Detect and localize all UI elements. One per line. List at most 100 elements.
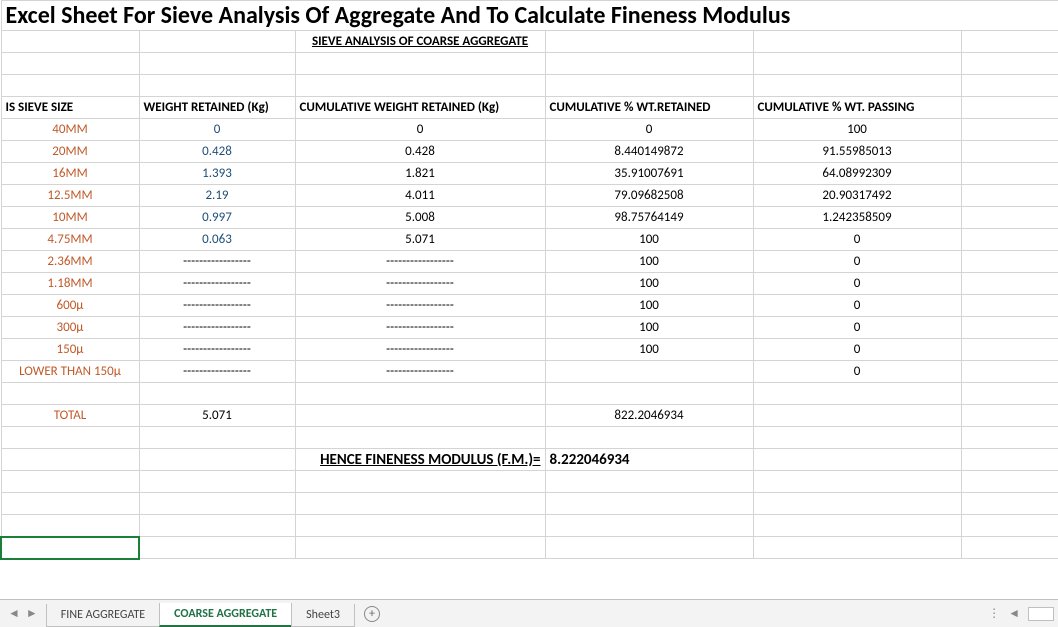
sheet-table: Excel Sheet For Sieve Analysis Of Aggreg…: [0, 0, 1058, 560]
cum-retained-cell[interactable]: 100: [545, 273, 753, 295]
plus-icon: +: [364, 606, 380, 622]
cum-retained-cell[interactable]: 100: [545, 251, 753, 273]
table-row: 4.75MM0.0635.0711000: [1, 229, 1058, 251]
cum-retained-cell[interactable]: 100: [545, 229, 753, 251]
table-row: 10MM0.9975.00898.757641491.242358509: [1, 207, 1058, 229]
table-row: LOWER THAN 150µ-------------------------…: [1, 361, 1058, 383]
cell[interactable]: [1, 493, 139, 515]
tabs-container: FINE AGGREGATECOARSE AGGREGATESheet3: [46, 600, 354, 627]
table-row: 300µ----------------------------------10…: [1, 317, 1058, 339]
weight-retained-cell[interactable]: 0.428: [139, 141, 295, 163]
tab-prev-icon[interactable]: ◄: [8, 606, 20, 621]
weight-retained-cell[interactable]: -----------------: [139, 251, 295, 273]
cell[interactable]: [1, 515, 139, 537]
page-title: Excel Sheet For Sieve Analysis Of Aggreg…: [1, 1, 1058, 31]
total-weight[interactable]: 5.071: [139, 405, 295, 427]
cum-weight-cell[interactable]: 5.008: [295, 207, 545, 229]
sheet-tab[interactable]: Sheet3: [291, 604, 355, 627]
fineness-modulus-value[interactable]: 8.222046934: [545, 449, 753, 471]
sieve-size-cell[interactable]: 600µ: [1, 295, 139, 317]
cell[interactable]: [1, 471, 139, 493]
table-row: 2.36MM----------------------------------…: [1, 251, 1058, 273]
sieve-size-cell[interactable]: 1.18MM: [1, 273, 139, 295]
cum-retained-cell[interactable]: 8.440149872: [545, 141, 753, 163]
cum-weight-cell[interactable]: -----------------: [295, 295, 545, 317]
scroll-dots-icon: ⋮: [988, 606, 1000, 621]
col-header-cumpass: CUMULATIVE % WT. PASSING: [753, 97, 961, 119]
sheet-tab[interactable]: FINE AGGREGATE: [46, 604, 160, 627]
cum-weight-cell[interactable]: 5.071: [295, 229, 545, 251]
cum-weight-cell[interactable]: -----------------: [295, 273, 545, 295]
table-row: 40MM000100: [1, 119, 1058, 141]
cum-weight-cell[interactable]: 4.011: [295, 185, 545, 207]
cum-passing-cell[interactable]: 0: [753, 339, 961, 361]
scroll-left-icon[interactable]: ◄: [1008, 606, 1020, 621]
cum-passing-cell[interactable]: 0: [753, 295, 961, 317]
cum-passing-cell[interactable]: 0: [753, 251, 961, 273]
sieve-size-cell[interactable]: 40MM: [1, 119, 139, 141]
total-cum-retained[interactable]: 822.2046934: [545, 405, 753, 427]
sieve-size-cell[interactable]: LOWER THAN 150µ: [1, 361, 139, 383]
cum-passing-cell[interactable]: 91.55985013: [753, 141, 961, 163]
cum-retained-cell[interactable]: 79.09682508: [545, 185, 753, 207]
cum-passing-cell[interactable]: 100: [753, 119, 961, 141]
col-header-sieve: IS SIEVE SIZE: [1, 97, 139, 119]
cum-retained-cell[interactable]: 100: [545, 339, 753, 361]
sieve-size-cell[interactable]: 16MM: [1, 163, 139, 185]
fineness-modulus-label: HENCE FINENESS MODULUS (F.M.)=: [295, 449, 545, 471]
sieve-size-cell[interactable]: 12.5MM: [1, 185, 139, 207]
weight-retained-cell[interactable]: 0.063: [139, 229, 295, 251]
scroll-track[interactable]: [1028, 607, 1054, 621]
cum-retained-cell[interactable]: 0: [545, 119, 753, 141]
weight-retained-cell[interactable]: -----------------: [139, 295, 295, 317]
cum-retained-cell[interactable]: 100: [545, 317, 753, 339]
cum-weight-cell[interactable]: 0: [295, 119, 545, 141]
sieve-size-cell[interactable]: 2.36MM: [1, 251, 139, 273]
sieve-size-cell[interactable]: 20MM: [1, 141, 139, 163]
table-row: 600µ----------------------------------10…: [1, 295, 1058, 317]
cum-weight-cell[interactable]: 1.821: [295, 163, 545, 185]
cum-passing-cell[interactable]: 64.08992309: [753, 163, 961, 185]
cum-weight-cell[interactable]: -----------------: [295, 361, 545, 383]
col-header-weight: WEIGHT RETAINED (Kg): [139, 97, 295, 119]
weight-retained-cell[interactable]: 0: [139, 119, 295, 141]
tab-next-icon[interactable]: ►: [26, 606, 38, 621]
sheet-tab[interactable]: COARSE AGGREGATE: [159, 603, 292, 627]
cum-passing-cell[interactable]: 0: [753, 361, 961, 383]
sieve-size-cell[interactable]: 300µ: [1, 317, 139, 339]
weight-retained-cell[interactable]: -----------------: [139, 339, 295, 361]
weight-retained-cell[interactable]: -----------------: [139, 273, 295, 295]
cum-weight-cell[interactable]: -----------------: [295, 339, 545, 361]
cum-passing-cell[interactable]: 0: [753, 273, 961, 295]
table-row: 16MM1.3931.82135.9100769164.08992309: [1, 163, 1058, 185]
weight-retained-cell[interactable]: -----------------: [139, 317, 295, 339]
cell[interactable]: [1, 537, 139, 559]
sieve-size-cell[interactable]: 150µ: [1, 339, 139, 361]
cum-weight-cell[interactable]: 0.428: [295, 141, 545, 163]
table-row: 20MM0.4280.4288.44014987291.55985013: [1, 141, 1058, 163]
spreadsheet-grid[interactable]: Excel Sheet For Sieve Analysis Of Aggreg…: [0, 0, 1058, 599]
sheet-tab-strip: ◄ ► FINE AGGREGATECOARSE AGGREGATESheet3…: [0, 599, 1058, 627]
cum-retained-cell[interactable]: [545, 361, 753, 383]
sieve-size-cell[interactable]: 10MM: [1, 207, 139, 229]
cum-retained-cell[interactable]: 98.75764149: [545, 207, 753, 229]
title-text: Excel Sheet For Sieve Analysis Of Aggreg…: [6, 1, 791, 30]
cum-weight-cell[interactable]: -----------------: [295, 251, 545, 273]
sieve-size-cell[interactable]: 4.75MM: [1, 229, 139, 251]
cum-retained-cell[interactable]: 100: [545, 295, 753, 317]
horizontal-scroll: ⋮ ◄: [988, 600, 1054, 627]
total-label: TOTAL: [1, 405, 139, 427]
cum-passing-cell[interactable]: 0: [753, 317, 961, 339]
weight-retained-cell[interactable]: -----------------: [139, 361, 295, 383]
tab-nav: ◄ ►: [0, 600, 46, 627]
weight-retained-cell[interactable]: 2.19: [139, 185, 295, 207]
table-row: 1.18MM----------------------------------…: [1, 273, 1058, 295]
weight-retained-cell[interactable]: 1.393: [139, 163, 295, 185]
weight-retained-cell[interactable]: 0.997: [139, 207, 295, 229]
add-sheet-button[interactable]: +: [354, 600, 390, 627]
cum-retained-cell[interactable]: 35.91007691: [545, 163, 753, 185]
cum-passing-cell[interactable]: 20.90317492: [753, 185, 961, 207]
cum-passing-cell[interactable]: 1.242358509: [753, 207, 961, 229]
cum-weight-cell[interactable]: -----------------: [295, 317, 545, 339]
cum-passing-cell[interactable]: 0: [753, 229, 961, 251]
